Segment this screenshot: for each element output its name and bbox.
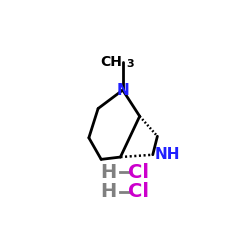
Text: H: H — [101, 163, 117, 182]
Text: 3: 3 — [126, 59, 134, 69]
Text: Cl: Cl — [128, 182, 149, 201]
Text: Cl: Cl — [128, 163, 149, 182]
Text: NH: NH — [155, 147, 180, 162]
Text: CH: CH — [100, 54, 122, 68]
Text: H: H — [101, 182, 117, 201]
Text: N: N — [116, 82, 129, 98]
